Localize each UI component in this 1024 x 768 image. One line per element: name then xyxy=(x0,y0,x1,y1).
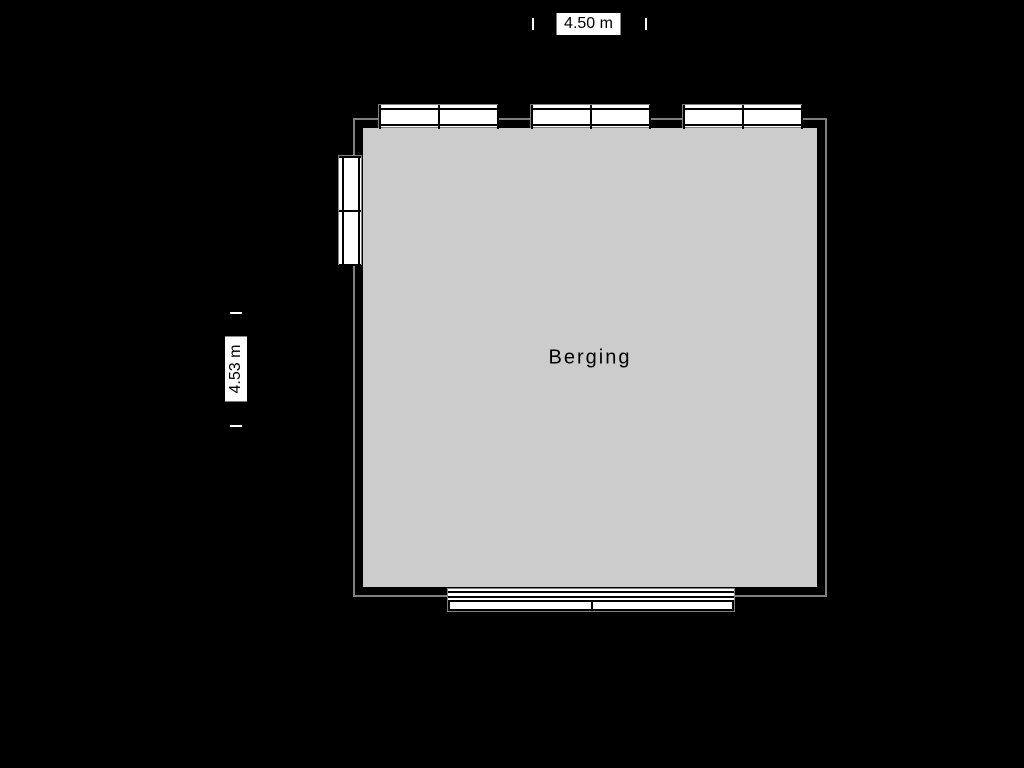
window-left-1 xyxy=(338,155,362,265)
window-top-1 xyxy=(378,104,498,128)
dim-width-tick-left xyxy=(532,18,534,30)
dim-height-tick-bottom xyxy=(230,425,242,427)
door-bottom xyxy=(447,588,735,612)
dim-width-tick-right xyxy=(645,18,647,30)
window-top-2 xyxy=(530,104,650,128)
dim-height-label: 4.53 m xyxy=(225,336,247,401)
dim-width-label: 4.50 m xyxy=(556,13,621,35)
window-top-3 xyxy=(682,104,802,128)
room-label: Berging xyxy=(549,346,632,369)
floorplan-canvas: 4.50 m 4.53 m Berging xyxy=(0,0,1024,768)
dim-height-tick-top xyxy=(230,312,242,314)
